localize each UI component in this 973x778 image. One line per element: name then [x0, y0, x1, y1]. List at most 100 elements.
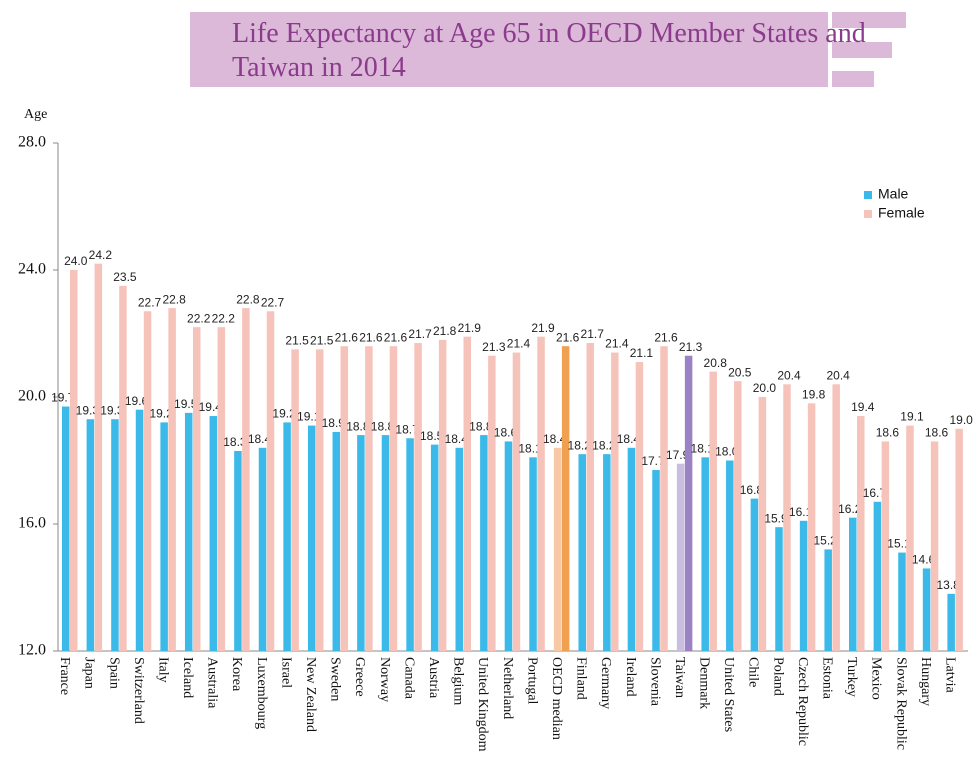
bar	[750, 498, 759, 651]
bar	[234, 450, 242, 651]
bar	[709, 371, 717, 651]
data-label: 20.8	[704, 356, 728, 370]
chart-title: Life Expectancy at Age 65 in OECD Member…	[232, 18, 866, 83]
data-label: 18.1	[691, 441, 715, 455]
data-label: 21.5	[285, 334, 309, 348]
data-label: 13.8	[936, 578, 960, 592]
x-tick-label: Italy	[155, 657, 170, 683]
bar	[578, 454, 586, 651]
bar	[192, 327, 201, 651]
data-label: 20.4	[827, 368, 851, 382]
bar	[438, 339, 447, 651]
data-label: 18.6	[494, 426, 518, 440]
x-tick-label: Belgium	[451, 657, 466, 705]
bar	[529, 457, 537, 651]
bar	[381, 435, 390, 651]
data-label: 18.4	[248, 432, 272, 446]
y-axis-label: Age	[24, 107, 47, 122]
bar	[553, 447, 562, 651]
bar	[389, 346, 398, 651]
bar	[307, 425, 316, 651]
bar	[488, 355, 496, 651]
data-label: 23.5	[113, 270, 137, 284]
bar	[807, 403, 816, 651]
x-tick-label: Ireland	[623, 657, 638, 697]
bar	[734, 381, 742, 651]
data-label: 19.6	[125, 394, 149, 408]
bar	[857, 416, 865, 651]
data-label: 18.2	[568, 438, 592, 452]
bar	[512, 352, 521, 651]
data-label: 19.2	[272, 407, 296, 421]
data-label: 18.5	[420, 429, 444, 443]
data-label: 16.2	[838, 502, 862, 516]
bar	[430, 444, 439, 651]
data-label: 21.9	[531, 321, 555, 335]
bar	[930, 441, 939, 651]
data-label: 22.2	[187, 311, 211, 325]
bar	[611, 352, 619, 651]
bar	[463, 336, 472, 651]
x-tick-label: Israel	[278, 657, 293, 688]
bar	[365, 346, 373, 651]
bar	[586, 343, 594, 651]
data-label: 21.3	[679, 340, 703, 354]
data-label: 21.5	[310, 334, 334, 348]
bar	[70, 270, 78, 651]
data-label: 18.8	[469, 419, 493, 433]
bar	[266, 311, 275, 651]
x-tick-label: Portugal	[524, 657, 539, 705]
data-label: 21.9	[458, 321, 482, 335]
bar	[684, 355, 693, 651]
bar	[849, 517, 857, 651]
data-label: 19.8	[802, 388, 826, 402]
bar	[184, 412, 193, 651]
legend-swatch	[864, 191, 872, 199]
data-label: 18.4	[617, 432, 641, 446]
x-tick-label: Hungary	[918, 657, 933, 706]
x-tick-label: Mexico	[869, 657, 884, 700]
bar	[873, 501, 882, 651]
data-label: 19.3	[100, 403, 124, 417]
bar	[414, 343, 422, 651]
bar	[94, 263, 103, 651]
x-tick-label: Austria	[426, 657, 441, 699]
decor	[832, 71, 874, 87]
data-label: 19.7	[51, 391, 75, 405]
data-label: 21.7	[408, 327, 432, 341]
bar	[111, 419, 119, 651]
bar	[561, 346, 570, 651]
x-tick-label: Latvia	[942, 657, 957, 694]
data-label: 14.6	[912, 553, 936, 567]
bar	[799, 520, 808, 651]
data-label: 21.8	[433, 324, 457, 338]
bar	[283, 422, 291, 651]
x-tick-label: Taiwan	[672, 657, 687, 698]
bar	[291, 349, 299, 651]
data-label: 18.9	[322, 416, 346, 430]
bar	[119, 285, 127, 651]
x-tick-label: Chile	[746, 657, 761, 687]
legend-label: Female	[878, 205, 925, 221]
bar	[86, 419, 95, 651]
data-label: 18.7	[395, 422, 419, 436]
bar	[315, 349, 324, 651]
bar	[652, 470, 660, 651]
data-label: 19.4	[851, 400, 875, 414]
x-tick-label: Slovenia	[647, 657, 662, 707]
bar	[783, 384, 791, 651]
data-label: 17.9	[666, 448, 690, 462]
bar	[455, 447, 464, 651]
bar	[135, 409, 144, 651]
decor	[832, 42, 892, 58]
bar	[955, 428, 963, 651]
x-tick-label: Denmark	[697, 657, 712, 709]
data-label: 21.6	[384, 330, 408, 344]
data-label: 18.1	[518, 441, 542, 455]
data-label: 19.5	[174, 397, 198, 411]
bar	[603, 454, 611, 651]
bar	[242, 308, 250, 651]
bar	[906, 425, 914, 651]
bar	[217, 327, 226, 651]
data-label: 18.2	[592, 438, 616, 452]
